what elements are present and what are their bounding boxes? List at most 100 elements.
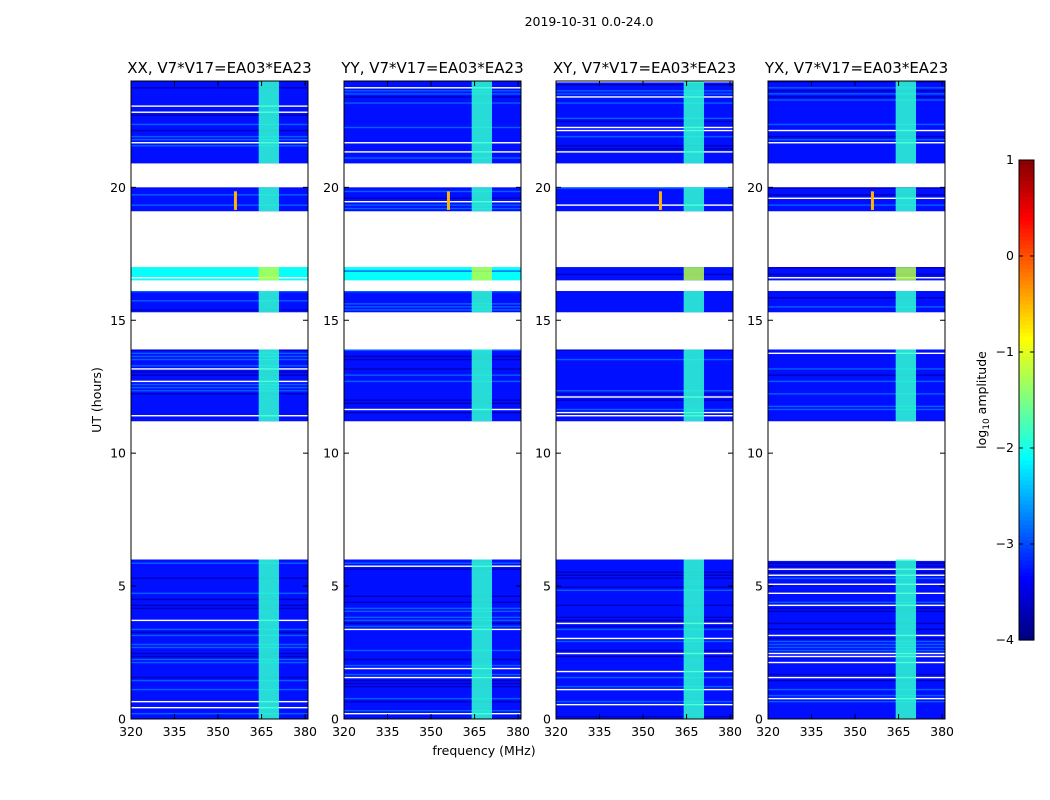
colorbar-segment bbox=[1019, 164, 1034, 169]
texture-row bbox=[556, 685, 733, 688]
colorbar-segment bbox=[1019, 620, 1034, 625]
texture-row bbox=[768, 592, 945, 595]
texture-row bbox=[344, 664, 521, 667]
rfi-band bbox=[471, 267, 492, 281]
colorbar-segment bbox=[1019, 632, 1034, 637]
texture-row bbox=[556, 187, 733, 189]
colorbar-segment bbox=[1019, 208, 1034, 213]
texture-row bbox=[131, 380, 308, 383]
colorbar-segment bbox=[1019, 224, 1034, 229]
colorbar-tick-label: −1 bbox=[996, 344, 1014, 359]
texture-row bbox=[768, 562, 945, 564]
texture-row bbox=[768, 194, 945, 196]
texture-row bbox=[344, 358, 521, 361]
texture-row bbox=[131, 300, 308, 302]
colorbar-segment bbox=[1019, 280, 1034, 285]
texture-row bbox=[344, 709, 521, 712]
texture-row bbox=[768, 267, 945, 269]
texture-row bbox=[556, 670, 733, 673]
colorbar-segment bbox=[1019, 352, 1034, 357]
texture-row bbox=[131, 114, 308, 116]
texture-row bbox=[556, 120, 733, 123]
texture-row bbox=[344, 142, 521, 144]
data-block bbox=[131, 349, 308, 422]
texture-row bbox=[344, 649, 521, 652]
colorbar-segment bbox=[1019, 380, 1034, 385]
texture-row bbox=[556, 637, 733, 640]
texture-row bbox=[768, 634, 945, 637]
texture-row bbox=[556, 358, 733, 361]
texture-row bbox=[131, 619, 308, 622]
colorbar-segment bbox=[1019, 584, 1034, 589]
texture-row bbox=[768, 640, 945, 643]
colorbar-segment bbox=[1019, 296, 1034, 301]
texture-row bbox=[768, 697, 945, 700]
texture-row bbox=[768, 568, 945, 570]
y-tick-label: 15 bbox=[323, 313, 339, 328]
colorbar-segment bbox=[1019, 356, 1034, 361]
y-tick-label: 20 bbox=[535, 180, 551, 195]
colorbar-segment bbox=[1019, 344, 1034, 349]
rfi-band bbox=[895, 559, 916, 719]
colorbar-segment bbox=[1019, 416, 1034, 421]
colorbar-segment bbox=[1019, 340, 1034, 345]
colorbar-segment bbox=[1019, 176, 1034, 181]
colorbar-segment bbox=[1019, 492, 1034, 497]
colorbar-segment bbox=[1019, 604, 1034, 609]
texture-row bbox=[131, 676, 308, 679]
colorbar-segment bbox=[1019, 512, 1034, 517]
texture-row bbox=[768, 577, 945, 579]
colorbar-segment bbox=[1019, 320, 1034, 325]
texture-row bbox=[768, 574, 945, 576]
x-tick-label: 350 bbox=[206, 724, 230, 739]
data-block bbox=[344, 267, 521, 281]
x-tick-label: 380 bbox=[293, 724, 317, 739]
y-tick-label: 15 bbox=[110, 313, 126, 328]
texture-row bbox=[131, 277, 308, 279]
texture-row bbox=[131, 349, 308, 351]
data-block bbox=[556, 187, 733, 212]
rfi-band bbox=[258, 349, 279, 422]
figure-suptitle: 2019-10-31 0.0-24.0 bbox=[525, 14, 654, 29]
texture-row bbox=[344, 676, 521, 679]
x-tick-label: 380 bbox=[718, 724, 742, 739]
texture-row bbox=[556, 273, 733, 276]
texture-row bbox=[344, 700, 521, 703]
texture-row bbox=[556, 415, 733, 417]
panels-group: XX, V7*V17=EA03*EA23 320 335 350 365 380 0 5 10 1… bbox=[110, 59, 954, 739]
texture-row bbox=[768, 374, 945, 376]
texture-row bbox=[768, 277, 945, 279]
texture-row bbox=[768, 197, 945, 199]
texture-row bbox=[556, 622, 733, 625]
colorbar-segment bbox=[1019, 484, 1034, 489]
texture-row bbox=[131, 631, 308, 634]
texture-row bbox=[556, 204, 733, 206]
colorbar: 1 0 −1 −2 −3 −4 bbox=[996, 152, 1035, 647]
texture-row bbox=[768, 607, 945, 610]
texture-row bbox=[131, 700, 308, 703]
rfi-band bbox=[471, 81, 492, 164]
y-tick-label: 0 bbox=[331, 712, 339, 727]
texture-row bbox=[131, 111, 308, 113]
texture-row bbox=[131, 355, 308, 358]
texture-row bbox=[768, 661, 945, 664]
texture-row bbox=[344, 411, 521, 414]
colorbar-segment bbox=[1019, 420, 1034, 425]
texture-row bbox=[768, 604, 945, 607]
texture-row bbox=[556, 589, 733, 591]
y-tick-label: 5 bbox=[543, 579, 551, 594]
y-tick-label: 10 bbox=[323, 446, 339, 461]
texture-row bbox=[131, 688, 308, 691]
rfi-band bbox=[683, 349, 704, 422]
texture-row bbox=[556, 390, 733, 392]
y-tick-label: 10 bbox=[747, 446, 763, 461]
colorbar-segment bbox=[1019, 236, 1034, 241]
colorbar-segment bbox=[1019, 400, 1034, 405]
texture-row bbox=[131, 138, 308, 141]
colorbar-segment bbox=[1019, 432, 1034, 437]
colorbar-segment bbox=[1019, 624, 1034, 629]
texture-row bbox=[131, 371, 308, 373]
data-block bbox=[768, 349, 945, 422]
colorbar-segment bbox=[1019, 404, 1034, 409]
texture-row bbox=[131, 607, 308, 610]
